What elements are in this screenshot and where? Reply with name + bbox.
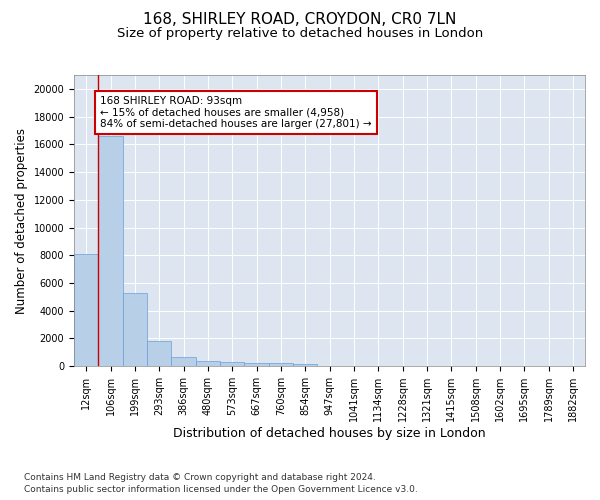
- Text: 168, SHIRLEY ROAD, CROYDON, CR0 7LN: 168, SHIRLEY ROAD, CROYDON, CR0 7LN: [143, 12, 457, 28]
- Bar: [147, 340, 172, 366]
- Bar: [74, 254, 98, 366]
- Bar: [172, 356, 196, 366]
- Text: 168 SHIRLEY ROAD: 93sqm
← 15% of detached houses are smaller (4,958)
84% of semi: 168 SHIRLEY ROAD: 93sqm ← 15% of detache…: [100, 96, 372, 129]
- Text: Size of property relative to detached houses in London: Size of property relative to detached ho…: [117, 28, 483, 40]
- Bar: [244, 363, 269, 366]
- Text: Contains public sector information licensed under the Open Government Licence v3: Contains public sector information licen…: [24, 485, 418, 494]
- Bar: [269, 364, 293, 366]
- Bar: [122, 292, 147, 366]
- Bar: [196, 361, 220, 366]
- Text: Contains HM Land Registry data © Crown copyright and database right 2024.: Contains HM Land Registry data © Crown c…: [24, 472, 376, 482]
- X-axis label: Distribution of detached houses by size in London: Distribution of detached houses by size …: [173, 427, 486, 440]
- Bar: [98, 136, 122, 366]
- Bar: [293, 364, 317, 366]
- Bar: [220, 362, 244, 366]
- Y-axis label: Number of detached properties: Number of detached properties: [15, 128, 28, 314]
